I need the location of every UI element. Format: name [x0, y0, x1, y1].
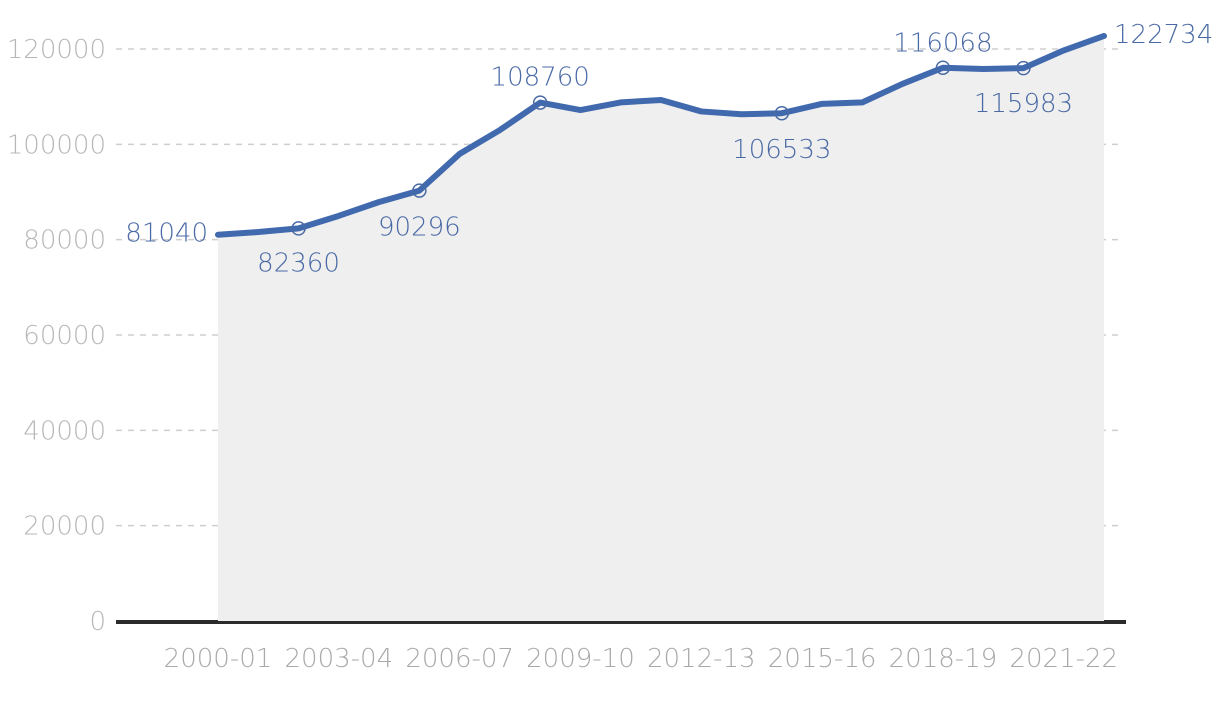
grid-layer [116, 48, 1126, 624]
point-marker-2018-19 [935, 60, 951, 75]
label-layer: 81040 82360 90296 108760 106533 116068 115983 1… [125, 20, 1213, 278]
y-tick-label: 100000 [7, 130, 106, 160]
y-tick-label: 120000 [7, 35, 106, 65]
point-marker-2020-21 [1016, 60, 1031, 76]
data-label-2008-09: 108760 [491, 63, 590, 93]
series-line [215, 32, 1107, 238]
data-label-2018-19: 116068 [893, 29, 992, 59]
data-label-2002-03: 82360 [257, 248, 340, 278]
y-tick-label: 20000 [23, 512, 106, 542]
y-axis-ticks: 0 20000 40000 60000 80000 100000 120000 [7, 35, 106, 637]
x-tick-label: 2018-19 [889, 644, 998, 674]
marker-layer [291, 60, 1031, 236]
data-label-2000-01: 81040 [125, 219, 208, 249]
x-tick-label: 2021-22 [1009, 644, 1118, 674]
x-tick-label: 2012-13 [647, 644, 756, 674]
point-marker-2005-06 [412, 183, 427, 198]
y-tick-label: 40000 [23, 416, 106, 446]
line-layer [215, 32, 1107, 238]
x-tick-label: 2009-10 [526, 644, 635, 674]
y-tick-label: 0 [89, 607, 106, 637]
x-tick-label: 2006-07 [405, 644, 514, 674]
x-tick-label: 2015-16 [768, 644, 877, 674]
x-axis-ticks: 2000-01 2003-04 2006-07 2009-10 2012-13 2015-… [164, 644, 1118, 674]
x-tick-label: 2003-04 [284, 644, 393, 674]
data-label-2022-23: 122734 [1114, 20, 1213, 50]
area-layer [218, 35, 1104, 621]
y-tick-label: 60000 [23, 321, 106, 351]
x-tick-label: 2000-01 [164, 644, 273, 674]
data-label-2020-21: 115983 [974, 89, 1073, 119]
y-tick-label: 80000 [23, 226, 106, 256]
point-marker-2002-03 [291, 221, 306, 236]
data-label-2005-06: 90296 [378, 213, 461, 243]
point-marker-2014-15 [774, 105, 790, 121]
point-marker-2008-09 [532, 95, 548, 110]
series-area [218, 35, 1104, 621]
data-label-2014-15: 106533 [732, 135, 831, 165]
